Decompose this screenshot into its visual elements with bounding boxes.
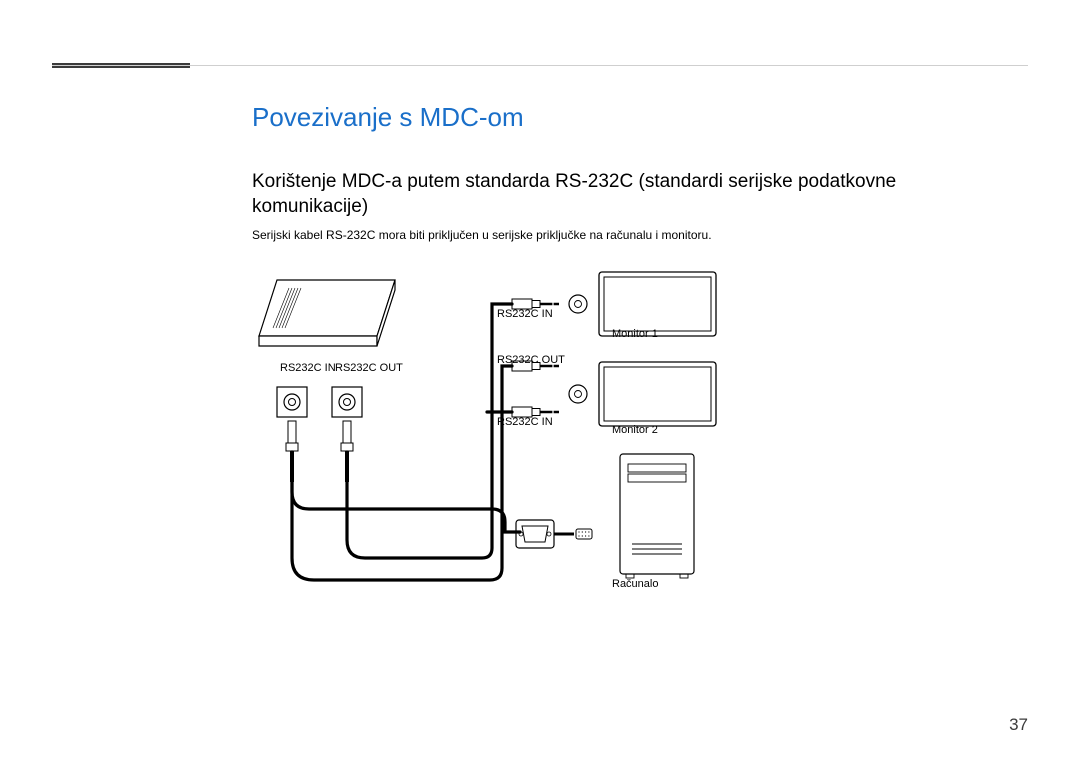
label-monitor2: Monitor 2	[612, 424, 658, 436]
label-rs232c-out-mid: RS232C OUT	[497, 354, 565, 366]
page-title: Povezivanje s MDC-om	[252, 102, 524, 133]
page-number: 37	[1009, 715, 1028, 735]
page-description: Serijski kabel RS-232C mora biti priklju…	[252, 228, 712, 242]
header-rule	[52, 65, 1028, 66]
page-subtitle: Korištenje MDC-a putem standarda RS-232C…	[252, 170, 972, 219]
label-computer: Računalo	[612, 578, 658, 590]
label-rs232c-out: RS232C OUT	[335, 362, 403, 374]
label-rs232c-in-top: RS232C IN	[497, 308, 553, 320]
label-rs232c-in-mid: RS232C IN	[497, 416, 553, 428]
label-rs232c-in: RS232C IN	[280, 362, 336, 374]
label-monitor1: Monitor 1	[612, 328, 658, 340]
